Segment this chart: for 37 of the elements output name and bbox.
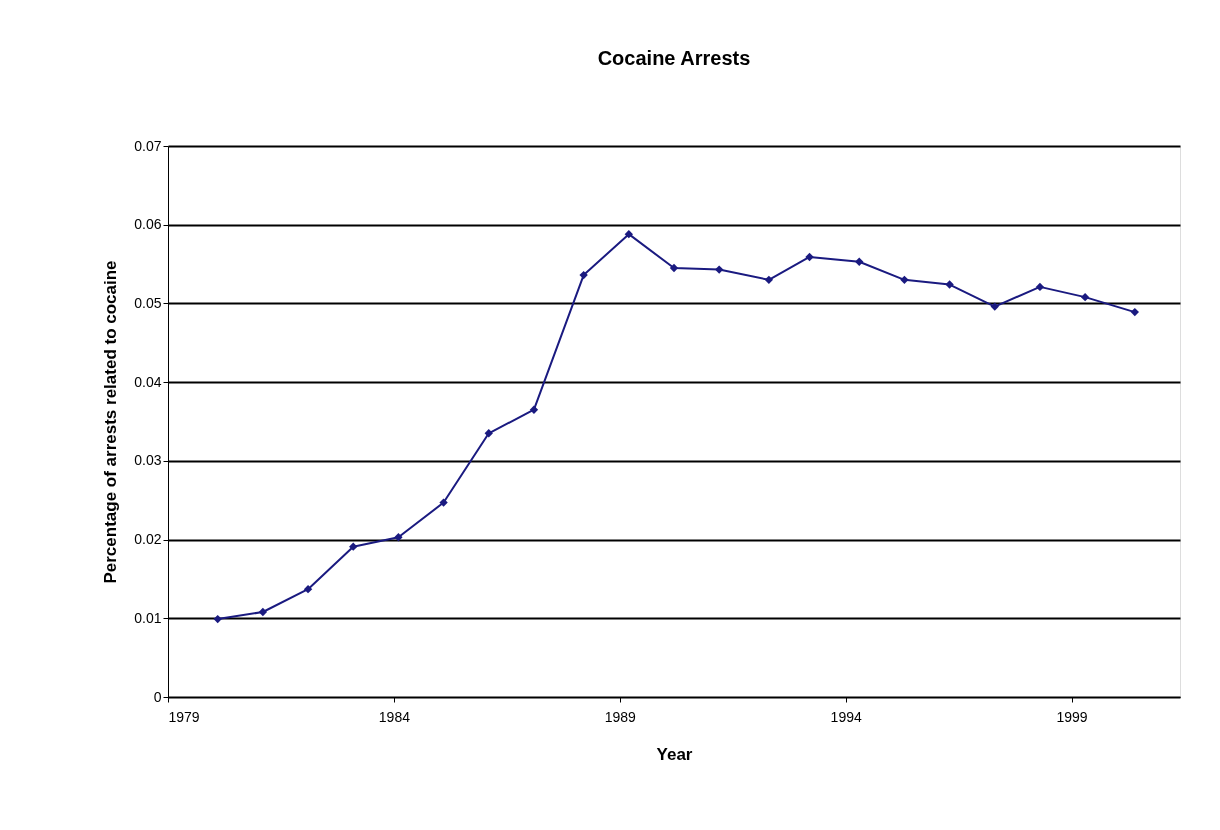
point [484, 429, 493, 438]
point [1080, 292, 1090, 302]
point [715, 265, 724, 274]
x-tick-label: 1989 [604, 708, 637, 725]
point [1035, 282, 1045, 292]
point [303, 584, 313, 594]
point [990, 302, 999, 311]
y-tick-label: 0.05 [134, 294, 162, 311]
y-tick-label: 0.03 [134, 452, 162, 469]
x-tick-label: 1984 [378, 708, 411, 725]
point [258, 607, 268, 617]
point [855, 257, 864, 266]
y-tick-label: 0.01 [134, 609, 162, 626]
point [624, 229, 633, 239]
y-tick-label: 0.06 [134, 216, 162, 233]
point [579, 270, 588, 280]
chart-title: Cocaine Arrests [597, 47, 751, 69]
point [439, 498, 448, 507]
point [529, 405, 539, 414]
y-axis-title: Percentage of arrests related to cocaine [101, 260, 121, 584]
point [669, 263, 679, 273]
point [349, 542, 358, 551]
x-tick-label: 1999 [1056, 708, 1088, 725]
point [1130, 307, 1139, 317]
y-tick-label: 0.04 [134, 373, 162, 390]
point [805, 252, 814, 262]
point [394, 533, 403, 542]
x-axis-title: Year [656, 744, 693, 764]
x-tick-label: 1994 [830, 708, 862, 725]
y-tick-label: 0.02 [134, 531, 162, 548]
y-tick-label: 0.07 [134, 137, 162, 154]
point [900, 275, 909, 284]
point [945, 280, 954, 289]
y-tick-label: 0 [153, 688, 162, 705]
point [764, 275, 774, 284]
point [213, 614, 222, 624]
x-tick-label: 1979 [168, 708, 200, 725]
